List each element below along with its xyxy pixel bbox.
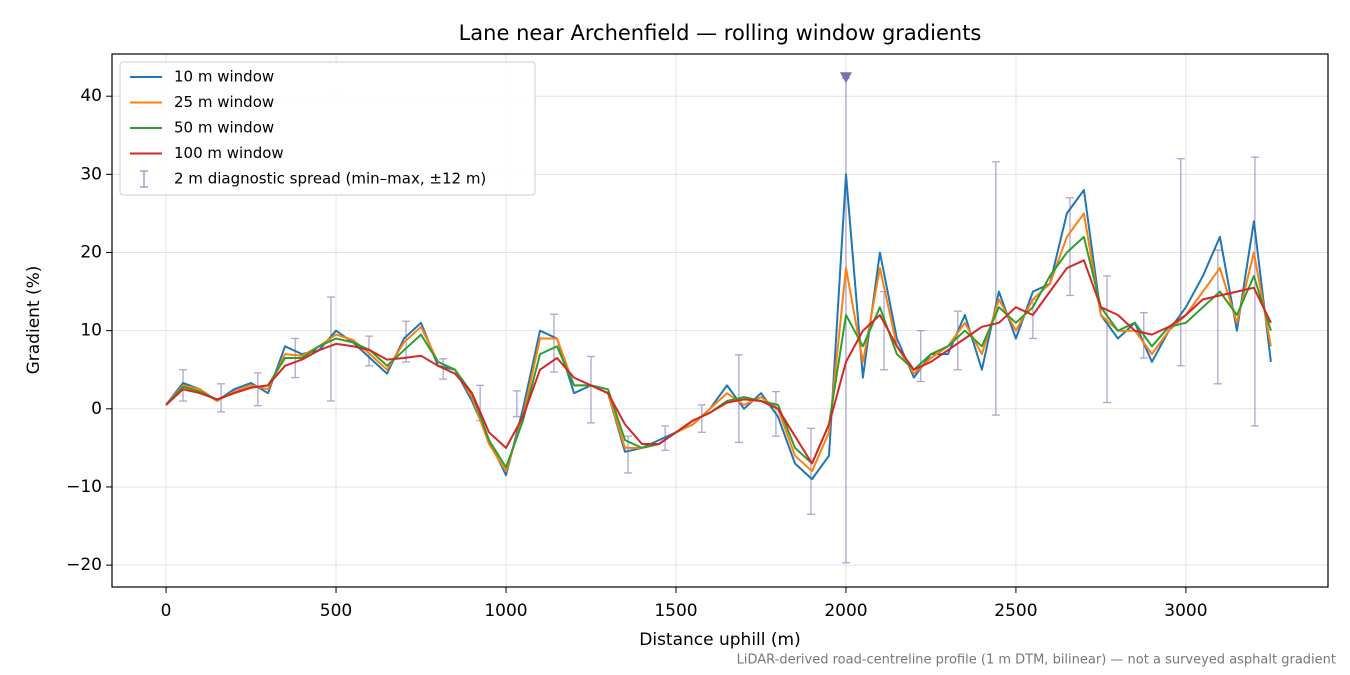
y-tick-label: 0 xyxy=(91,399,102,419)
clip-marker xyxy=(839,72,852,84)
x-tick-label: 0 xyxy=(161,601,172,621)
caption: LiDAR-derived road-centreline profile (1… xyxy=(737,653,1336,668)
x-tick-label: 500 xyxy=(320,601,352,621)
error-bar xyxy=(512,390,521,418)
series-line xyxy=(165,173,1272,481)
y-tick-label: −20 xyxy=(66,555,102,575)
x-tick-label: 3000 xyxy=(1164,601,1207,621)
error-bar xyxy=(549,313,558,373)
y-tick-label: −10 xyxy=(66,477,102,497)
legend-label: 10 m window xyxy=(174,68,274,86)
series-line xyxy=(165,212,1272,473)
y-axis-label: Gradient (%) xyxy=(24,266,44,375)
error-bar xyxy=(1065,197,1074,297)
error-bar xyxy=(326,296,335,402)
error-bar xyxy=(1103,275,1112,404)
y-tick-label: 10 xyxy=(80,321,102,341)
legend-label: 25 m window xyxy=(174,93,274,111)
x-axis-label: Distance uphill (m) xyxy=(639,630,800,650)
chart-title: Lane near Archenfield — rolling window g… xyxy=(459,21,982,45)
x-tick-label: 2000 xyxy=(824,601,867,621)
x-tick-label: 1500 xyxy=(654,601,697,621)
error-bar xyxy=(991,161,1000,416)
legend-label: 100 m window xyxy=(174,144,284,162)
legend-label: 2 m diagnostic spread (min–max, ±12 m) xyxy=(174,170,486,188)
error-bar xyxy=(253,372,262,407)
error-bar xyxy=(953,310,962,371)
series-line xyxy=(165,235,1272,469)
x-tick-label: 1000 xyxy=(484,601,527,621)
error-bar xyxy=(916,330,925,383)
error-bar xyxy=(697,404,706,433)
x-tick-label: 2500 xyxy=(994,601,1037,621)
error-bar xyxy=(586,355,595,424)
y-tick-label: 40 xyxy=(80,86,102,106)
plot-frame xyxy=(111,53,1329,588)
y-tick-label: 20 xyxy=(80,243,102,263)
legend-label: 50 m window xyxy=(174,119,274,137)
error-bar xyxy=(1176,158,1185,367)
legend-box xyxy=(119,61,536,196)
y-tick-label: 30 xyxy=(80,164,102,184)
series-line xyxy=(165,259,1272,465)
